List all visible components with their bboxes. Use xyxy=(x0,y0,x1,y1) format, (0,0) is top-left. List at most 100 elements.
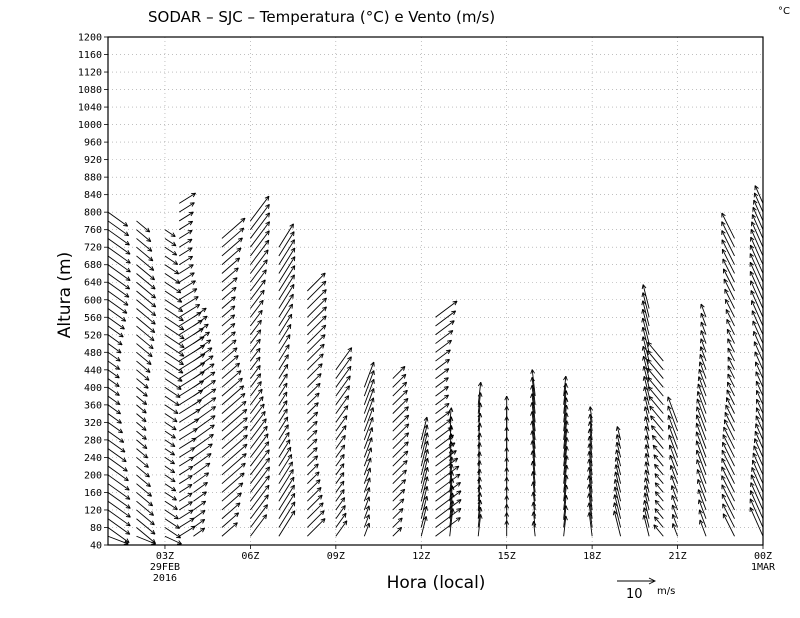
wind-vector xyxy=(164,509,179,520)
wind-vector xyxy=(107,448,127,463)
wind-vector-head xyxy=(118,431,123,434)
wind-vector-head xyxy=(121,460,127,463)
wind-vector-shaft xyxy=(449,493,454,519)
wind-vector-head xyxy=(647,350,652,353)
wind-vector-head xyxy=(641,336,644,342)
wind-vector xyxy=(641,292,650,318)
wind-vector-shaft xyxy=(667,415,678,441)
wind-vector xyxy=(392,498,405,511)
wind-vector xyxy=(363,514,370,528)
y-tick-label: 560 xyxy=(84,313,102,324)
wind-vector-head xyxy=(210,355,214,360)
wind-vector-head xyxy=(116,391,120,396)
wind-vector-shaft xyxy=(722,503,735,528)
wind-profile xyxy=(530,369,537,537)
wind-vector-shaft xyxy=(164,369,183,382)
wind-vector-shaft xyxy=(392,423,410,441)
wind-vector-head xyxy=(192,280,196,285)
wind-vector-shaft xyxy=(725,309,735,327)
wind-vector xyxy=(136,220,151,233)
wind-vector-head xyxy=(531,481,534,487)
wind-vector-head xyxy=(123,304,129,306)
wind-vector xyxy=(136,238,153,252)
wind-vector-shaft xyxy=(136,457,149,468)
corner-unit-label: °C xyxy=(778,6,790,17)
wind-vector-shaft xyxy=(723,426,735,449)
wind-vector-shaft xyxy=(752,320,764,344)
wind-vector-shaft xyxy=(278,334,291,353)
wind-vector-shaft xyxy=(107,238,131,255)
wind-vector-shaft xyxy=(278,314,293,336)
wind-vector-shaft xyxy=(477,413,481,432)
wind-vector-shaft xyxy=(278,256,296,283)
wind-vector-head xyxy=(652,445,655,450)
wind-vector-shaft xyxy=(136,378,149,389)
wind-vector-shaft xyxy=(221,522,238,537)
wind-vector xyxy=(752,452,764,476)
wind-vector xyxy=(250,319,262,336)
wind-vector-head xyxy=(242,443,248,446)
wind-vector-head xyxy=(616,426,621,431)
wind-vector-shaft xyxy=(563,437,568,467)
wind-vector-head xyxy=(726,397,731,401)
wind-vector xyxy=(753,199,764,222)
wind-vector-head xyxy=(614,486,619,491)
wind-vector xyxy=(721,248,735,274)
wind-vector-head xyxy=(727,328,732,333)
wind-vector-head xyxy=(262,290,265,295)
wind-vector-shaft xyxy=(644,485,650,502)
wind-vector xyxy=(695,414,707,441)
wind-vector xyxy=(193,347,213,362)
wind-vector xyxy=(178,456,195,467)
wind-vector-head xyxy=(424,424,428,429)
wind-vector xyxy=(178,220,194,231)
wind-vector-head xyxy=(177,393,181,398)
wind-vector-head xyxy=(451,478,455,483)
wind-vector xyxy=(669,465,678,484)
wind-vector-shaft xyxy=(178,255,193,266)
wind-vector-head xyxy=(144,444,148,449)
y-tick-label: 40 xyxy=(90,541,102,552)
wind-vector-head xyxy=(190,264,194,269)
wind-vector-head xyxy=(320,334,326,337)
wind-vector xyxy=(164,281,182,294)
wind-vector-shaft xyxy=(698,369,707,388)
wind-vector-head xyxy=(263,411,266,416)
wind-vector-shaft xyxy=(107,439,126,453)
wind-vector-head xyxy=(149,491,152,497)
wind-vector-shaft xyxy=(178,447,195,458)
wind-vector-head xyxy=(754,341,759,345)
wind-vector-head xyxy=(125,516,131,518)
wind-vector-head xyxy=(365,487,370,491)
wind-vector-head xyxy=(447,411,451,416)
wind-vector-head xyxy=(236,492,242,495)
wind-vector-head xyxy=(750,280,755,285)
wind-profile xyxy=(363,361,375,537)
wind-vector-head xyxy=(265,449,270,453)
wind-vector xyxy=(435,310,457,327)
wind-vector-shaft xyxy=(477,382,482,405)
wind-vector-shaft xyxy=(107,509,131,527)
wind-vector xyxy=(136,535,156,545)
wind-vector-head xyxy=(644,396,649,401)
wind-vector xyxy=(136,325,155,342)
wind-vector-head xyxy=(452,485,455,491)
wind-vector-head xyxy=(126,231,130,236)
wind-vector-shaft xyxy=(589,406,593,423)
wind-vector-head xyxy=(349,366,352,371)
wind-vector xyxy=(721,475,735,502)
wind-vector-head xyxy=(644,469,647,475)
wind-vector-shaft xyxy=(178,484,193,493)
wind-vector xyxy=(363,447,373,467)
wind-vector-head xyxy=(615,464,620,469)
wind-vector-shaft xyxy=(193,434,214,450)
wind-vector xyxy=(164,229,176,238)
wind-vector-head xyxy=(195,296,199,301)
wind-vector xyxy=(178,211,194,222)
wind-vector-head xyxy=(402,489,406,494)
wind-vector-head xyxy=(206,339,211,342)
wind-vector xyxy=(250,410,266,432)
wind-vector-head xyxy=(170,235,176,238)
wind-vector-shaft xyxy=(221,277,238,292)
wind-vector-shaft xyxy=(136,308,156,325)
